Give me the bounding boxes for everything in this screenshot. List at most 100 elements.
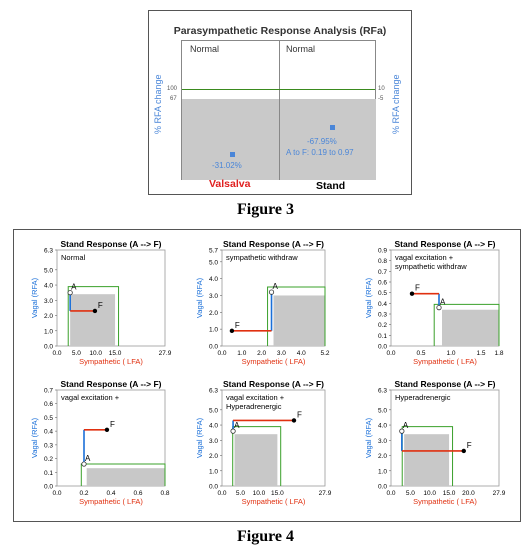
f4-panel-1-green-boundary bbox=[67, 286, 120, 346]
f4-panel-5-point-A-label: A bbox=[234, 421, 240, 430]
f4-panel-3-ytick-2: 0.7 bbox=[378, 269, 387, 276]
figure3-baseline bbox=[182, 89, 375, 90]
f4-panel-4-xtick-1: 0.2 bbox=[79, 490, 88, 497]
f4-panel-2-xtick-0: 0.0 bbox=[217, 350, 226, 357]
f4-panel-2-label-line-1: sympathetic withdraw bbox=[226, 253, 298, 262]
f4-panel-5-point-A bbox=[230, 428, 236, 434]
f4-panel-6-xtick-4: 20.0 bbox=[462, 490, 475, 497]
figure3-right-gray-region bbox=[280, 99, 376, 180]
f4-panel-2-ytick-6: 0.0 bbox=[209, 344, 218, 351]
f4-panel-2-green-boundary bbox=[267, 286, 326, 346]
f4-panel-1-ylabel: Vagal (RFA) bbox=[30, 277, 39, 318]
f4-panel-5-ytick-0: 6.3 bbox=[209, 388, 218, 395]
f4-panel-1-xtick-3: 15.0 bbox=[109, 350, 122, 357]
figure3-right-note-1: -67.95% bbox=[307, 137, 337, 146]
f4-panel-2-xtick-5: 5.2 bbox=[320, 350, 329, 357]
f4-panel-6-xtick-2: 10.0 bbox=[423, 490, 436, 497]
f4-panel-5-xtick-4: 27.9 bbox=[319, 490, 332, 497]
f4-panel-1-ytick-3: 3.0 bbox=[44, 298, 53, 305]
figure3-right-note-2: A to F: 0.19 to 0.97 bbox=[286, 148, 354, 157]
f4-panel-5-gray-region bbox=[234, 434, 278, 486]
f4-panel-6-ytick-6: 0.0 bbox=[378, 484, 387, 491]
f4-panel-4-ytick-5: 0.2 bbox=[44, 456, 53, 463]
f4-panel-3-ytick-5: 0.4 bbox=[378, 301, 387, 308]
f4-panel-6-xtick-3: 15.0 bbox=[443, 490, 456, 497]
f4-panel-6-xtick-1: 5.0 bbox=[406, 490, 415, 497]
f4-panel-6-point-F-label: F bbox=[467, 441, 472, 450]
f4-panel-1-xlabel: Sympathetic ( LFA) bbox=[79, 357, 143, 366]
figure3-stand-label: Stand bbox=[316, 180, 346, 192]
f4-panel-1-ytick-5: 1.0 bbox=[44, 328, 53, 335]
f4-panel-6-label-line-1: Hyperadrenergic bbox=[395, 393, 451, 402]
f4-panel-4-point-A-label: A bbox=[85, 454, 91, 463]
f4-panel-2-ytick-3: 3.0 bbox=[209, 293, 218, 300]
figure3-valsalva-label: Valsalva bbox=[209, 178, 251, 190]
figure3-title: Parasympathetic Response Analysis (RFa) bbox=[173, 25, 387, 37]
f4-panel-1-point-A-label: A bbox=[71, 283, 77, 292]
f4-panel-2-ytick-5: 1.0 bbox=[209, 327, 218, 334]
f4-panel-5-label-line-1: vagal excitation + bbox=[226, 393, 285, 402]
figure4-caption: Figure 4 bbox=[236, 528, 295, 545]
f4-panel-6-label-box bbox=[393, 392, 497, 403]
f4-panel-5-ytick-3: 3.0 bbox=[209, 438, 218, 445]
f4-panel-3-ytick-6: 0.3 bbox=[378, 312, 387, 319]
f4-panel-5-ytick-5: 1.0 bbox=[209, 468, 218, 475]
f4-panel-4-xtick-2: 0.4 bbox=[106, 490, 115, 497]
f4-panel-1-point-F bbox=[92, 308, 98, 314]
f4-panel-1-xtick-1: 5.0 bbox=[72, 350, 81, 357]
f4-panel-3-xtick-1: 0.5 bbox=[416, 350, 425, 357]
f4-panel-5-ytick-1: 5.0 bbox=[209, 407, 218, 414]
f4-panel-3-title: Stand Response (A --> F) bbox=[395, 239, 496, 249]
f4-panel-3-xtick-2: 1.0 bbox=[446, 350, 455, 357]
f4-panel-6-ytick-0: 6.3 bbox=[378, 388, 387, 395]
figure3-right-point bbox=[330, 125, 335, 130]
figure3-left-panel-label: Normal bbox=[190, 44, 220, 54]
figure3-left-tick-top: 100 bbox=[167, 86, 178, 92]
figure3-left-gray-region bbox=[182, 99, 279, 180]
f4-panel-2-ytick-4: 2.0 bbox=[209, 310, 218, 317]
f4-panel-5-xtick-3: 15.0 bbox=[271, 490, 284, 497]
f4-panel-1-point-A bbox=[67, 290, 73, 296]
f4-panel-3-ytick-7: 0.2 bbox=[378, 322, 387, 329]
f4-panel-4-ytick-7: 0.0 bbox=[44, 484, 53, 491]
f4-panel-6-point-F bbox=[461, 448, 466, 454]
f4-panel-2-ytick-0: 5.7 bbox=[209, 248, 218, 255]
f4-panel-6-xtick-0: 0.0 bbox=[386, 490, 395, 497]
f4-panel-3-ytick-0: 0.9 bbox=[378, 248, 387, 255]
f4-panel-1-label-box bbox=[59, 252, 163, 263]
f4-panel-6-gray-region bbox=[404, 434, 450, 486]
figure3-right-tick-bottom: -5 bbox=[378, 96, 384, 102]
f4-panel-3-point-F bbox=[409, 291, 415, 296]
f4-panel-3-ytick-4: 0.5 bbox=[378, 290, 387, 297]
f4-panel-5-xtick-2: 10.0 bbox=[253, 490, 266, 497]
f4-panel-4-green-boundary bbox=[80, 463, 166, 486]
f4-panel-2-xtick-1: 1.0 bbox=[237, 350, 246, 357]
f4-panel-4-ytick-4: 0.3 bbox=[44, 442, 53, 449]
f4-panel-1-label-line-1: Normal bbox=[61, 253, 86, 262]
f4-panel-2-xlabel: Sympathetic ( LFA) bbox=[242, 357, 306, 366]
f4-panel-3-green-boundary bbox=[433, 303, 500, 346]
f4-panel-4-label-box bbox=[59, 392, 163, 403]
f4-panel-6-xtick-5: 27.9 bbox=[493, 490, 506, 497]
f4-panel-2-xtick-3: 3.0 bbox=[277, 350, 286, 357]
f4-panel-6-xlabel: Sympathetic ( LFA) bbox=[413, 497, 477, 506]
f4-panel-3-xtick-0: 0.0 bbox=[386, 350, 395, 357]
f4-panel-3-point-A-label: A bbox=[440, 298, 446, 307]
figure3-left-tick-bottom: 67 bbox=[170, 96, 177, 102]
f4-panel-5-green-boundary bbox=[232, 426, 282, 486]
f4-panel-4-xtick-0: 0.0 bbox=[52, 490, 61, 497]
figure3-left-point bbox=[230, 152, 235, 157]
figure3-left-note: -31.02% bbox=[212, 161, 242, 170]
f4-panel-6-title: Stand Response (A --> F) bbox=[395, 379, 496, 389]
f4-panel-2-ytick-1: 5.0 bbox=[209, 259, 218, 266]
f4-panel-1-xtick-0: 0.0 bbox=[52, 350, 61, 357]
f4-panel-2-xtick-2: 2.0 bbox=[257, 350, 266, 357]
f4-panel-2-gray-region bbox=[273, 295, 325, 346]
f4-panel-5-ytick-4: 2.0 bbox=[209, 453, 218, 460]
f4-panel-1-xtick-2: 10.0 bbox=[89, 350, 102, 357]
f4-panel-6-point-A-label: A bbox=[403, 421, 409, 430]
f4-panel-3-ytick-3: 0.6 bbox=[378, 280, 387, 287]
f4-panel-5-ylabel: Vagal (RFA) bbox=[195, 417, 204, 458]
f4-panel-4-ytick-6: 0.1 bbox=[44, 470, 53, 477]
f4-panel-1-xtick-4: 27.9 bbox=[159, 350, 172, 357]
